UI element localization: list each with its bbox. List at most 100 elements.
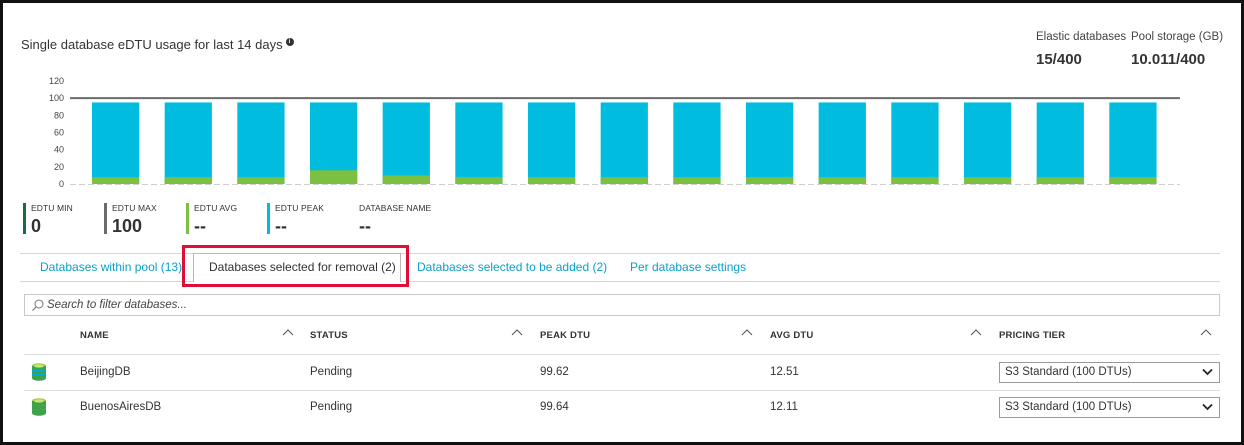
sort-peak-dtu-icon[interactable] bbox=[741, 327, 753, 337]
row-divider bbox=[24, 390, 1220, 391]
peak-bar bbox=[818, 102, 866, 184]
highlight-box bbox=[182, 245, 409, 287]
pool-storage-stat: Pool storage (GB) 10.011/400 bbox=[1131, 31, 1223, 68]
peak-bar bbox=[600, 102, 648, 184]
row-1-pricing-tier-value: S3 Standard (100 DTUs) bbox=[1005, 366, 1132, 378]
pool-storage-label: Pool storage (GB) bbox=[1131, 31, 1224, 43]
legend-edtu-max: EDTU MAX 100 bbox=[104, 203, 157, 236]
avg-bar bbox=[600, 177, 648, 184]
divider bbox=[20, 253, 1220, 254]
peak-bar bbox=[237, 102, 285, 184]
avg-bar bbox=[673, 177, 721, 184]
search-input[interactable] bbox=[47, 297, 1207, 313]
search-icon bbox=[32, 299, 44, 311]
peak-bar bbox=[964, 102, 1012, 184]
database-icon bbox=[32, 398, 46, 416]
avg-bar bbox=[528, 177, 576, 184]
row-1-peak-dtu: 99.62 bbox=[540, 366, 569, 378]
avg-bar bbox=[746, 177, 794, 184]
legend-edtu-avg-label: EDTU AVG bbox=[194, 203, 238, 213]
avg-bar bbox=[310, 170, 358, 184]
sort-status-icon[interactable] bbox=[511, 327, 523, 337]
tab-underline-left bbox=[20, 281, 193, 282]
peak-bar bbox=[382, 102, 430, 184]
sort-pricing-tier-icon[interactable] bbox=[1200, 327, 1212, 337]
legend-edtu-avg-swatch bbox=[186, 203, 189, 234]
pool-storage-value: 10.011/400 bbox=[1131, 51, 1206, 68]
header-divider bbox=[24, 354, 1220, 355]
row-2-name: BuenosAiresDB bbox=[80, 401, 162, 413]
y-tick-label: 80 bbox=[54, 110, 64, 120]
legend-database-name-label: DATABASE NAME bbox=[359, 203, 432, 213]
row-1-status: Pending bbox=[310, 366, 353, 378]
peak-bar bbox=[1109, 102, 1157, 184]
legend-edtu-peak-label: EDTU PEAK bbox=[275, 203, 325, 213]
tab-databases-within-pool[interactable]: Databases within pool (13) bbox=[40, 260, 183, 274]
avg-bar bbox=[1036, 177, 1084, 184]
y-tick-label: 120 bbox=[49, 76, 64, 86]
column-header-peak-dtu[interactable]: PEAK DTU bbox=[540, 330, 591, 341]
legend-edtu-max-value: 100 bbox=[112, 216, 143, 236]
elastic-databases-label: Elastic databases bbox=[1036, 31, 1127, 43]
edtu-usage-chart: 0 20 40 60 80 100 120 bbox=[49, 76, 1180, 189]
chart-title: Single database eDTU usage for last 14 d… bbox=[21, 37, 294, 52]
y-tick-label: 60 bbox=[54, 128, 64, 138]
legend-database-name: DATABASE NAME -- bbox=[351, 203, 432, 236]
legend-edtu-min-label: EDTU MIN bbox=[31, 203, 73, 213]
legend-edtu-avg-value: -- bbox=[194, 216, 206, 236]
peak-bar bbox=[673, 102, 721, 184]
avg-bar bbox=[164, 177, 212, 184]
column-header-status[interactable]: STATUS bbox=[310, 330, 348, 341]
legend-edtu-peak-swatch bbox=[267, 203, 270, 234]
tab-per-database-settings[interactable]: Per database settings bbox=[630, 260, 747, 274]
y-tick-label: 100 bbox=[49, 93, 64, 103]
avg-bar bbox=[92, 177, 140, 184]
avg-bar bbox=[382, 175, 430, 184]
legend-edtu-min-swatch bbox=[23, 203, 26, 234]
column-header-avg-dtu[interactable]: AVG DTU bbox=[770, 330, 814, 341]
elastic-databases-value: 15/400 bbox=[1036, 51, 1082, 68]
column-header-name[interactable]: NAME bbox=[80, 330, 109, 341]
avg-bar bbox=[891, 177, 939, 184]
y-tick-label: 40 bbox=[54, 145, 64, 155]
elastic-databases-stat: Elastic databases 15/400 bbox=[1036, 31, 1126, 68]
avg-bar bbox=[1109, 177, 1157, 184]
legend-database-name-value: -- bbox=[359, 216, 371, 236]
peak-bar bbox=[746, 102, 794, 184]
y-tick-label: 20 bbox=[54, 162, 64, 172]
database-icon bbox=[32, 363, 46, 381]
legend-edtu-peak-value: -- bbox=[275, 216, 287, 236]
peak-bar bbox=[164, 102, 212, 184]
sort-avg-dtu-icon[interactable] bbox=[970, 327, 982, 337]
row-2-pricing-tier-value: S3 Standard (100 DTUs) bbox=[1005, 401, 1132, 413]
column-header-pricing-tier[interactable]: PRICING TIER bbox=[999, 330, 1066, 341]
tab-databases-selected-to-be-added[interactable]: Databases selected to be added (2) bbox=[417, 260, 608, 274]
avg-bar bbox=[964, 177, 1012, 184]
sort-name-icon[interactable] bbox=[282, 327, 294, 337]
peak-bar bbox=[455, 102, 503, 184]
row-2-avg-dtu: 12.11 bbox=[770, 401, 798, 413]
chevron-down-icon bbox=[1202, 403, 1213, 411]
chevron-down-icon bbox=[1202, 368, 1213, 376]
info-icon[interactable]: i bbox=[285, 38, 294, 46]
avg-bar bbox=[455, 177, 503, 184]
tab-underline-right bbox=[401, 281, 1220, 282]
row-2-pricing-tier-select[interactable]: S3 Standard (100 DTUs) bbox=[999, 397, 1220, 418]
tab-databases-selected-for-removal[interactable]: Databases selected for removal (2) bbox=[209, 260, 396, 274]
y-tick-label: 0 bbox=[59, 179, 64, 189]
peak-bar bbox=[92, 102, 140, 184]
row-2-peak-dtu: 99.64 bbox=[540, 401, 569, 413]
legend-edtu-peak: EDTU PEAK -- bbox=[267, 203, 325, 236]
legend-edtu-min-value: 0 bbox=[31, 216, 42, 236]
active-tab-box bbox=[193, 253, 401, 282]
row-1-avg-dtu: 12.51 bbox=[770, 366, 799, 378]
search-box[interactable] bbox=[24, 294, 1220, 316]
peak-bar bbox=[891, 102, 939, 184]
legend-edtu-max-label: EDTU MAX bbox=[112, 203, 157, 213]
legend-edtu-max-swatch bbox=[104, 203, 107, 234]
peak-bar bbox=[1036, 102, 1084, 184]
avg-bar bbox=[237, 177, 285, 184]
legend-edtu-min: EDTU MIN 0 bbox=[23, 203, 73, 236]
row-1-pricing-tier-select[interactable]: S3 Standard (100 DTUs) bbox=[999, 362, 1220, 383]
